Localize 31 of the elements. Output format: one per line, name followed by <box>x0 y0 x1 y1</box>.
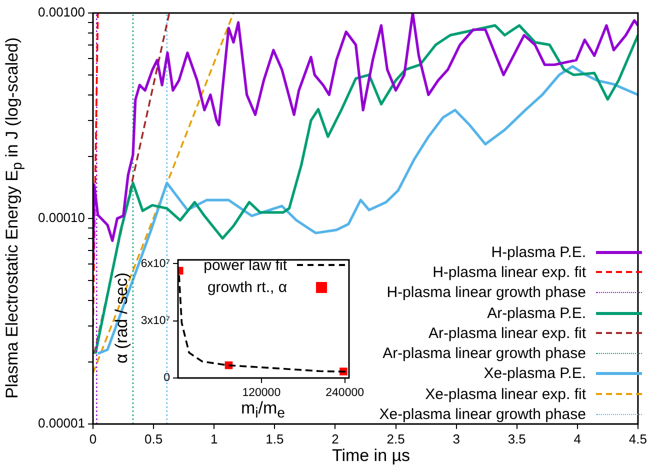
x-tick-label: 0 <box>89 431 97 446</box>
legend-label: Ar-plasma P.E. <box>487 304 586 322</box>
y-tick-label: 0.00100 <box>38 4 85 20</box>
x-tick-label: 4 <box>574 431 582 446</box>
x-tick-label: 3 <box>452 431 460 446</box>
x-tick-label: 120000 <box>242 387 281 400</box>
x-tick-label: 0.5 <box>144 431 163 446</box>
x-tick-label: 1 <box>210 431 218 446</box>
x-tick-label: 2 <box>332 431 339 446</box>
y-axis-title: α (rad / sec) <box>112 272 132 364</box>
y-tick-label: 6x10⁷ <box>140 258 170 270</box>
legend-label: Xe-plasma P.E. <box>484 365 586 382</box>
legend-label: H-plasma linear growth phase <box>386 284 586 302</box>
legend-label: Xe-plasma linear exp. fit <box>425 386 586 403</box>
x-tick-label: 4.5 <box>628 431 648 446</box>
x-axis-title: m$_{i}$/m$_{e}$ <box>240 398 286 422</box>
x-tick-label: 1.5 <box>266 431 284 446</box>
x-axis-title: Time in µs <box>332 446 410 466</box>
x-tick-label: 2.5 <box>386 431 405 446</box>
y-tick-label: 3x10⁷ <box>140 315 170 328</box>
legend-label: H-plasma linear exp. fit <box>432 264 586 281</box>
y-tick-label: 0.00001 <box>38 416 85 431</box>
legend-label: Ar-plasma linear growth phase <box>382 345 586 362</box>
legend-label: Ar-plasma linear exp. fit <box>428 324 586 342</box>
legend-label: growth rt., α <box>207 278 287 296</box>
legend-label: H-plasma P.E. <box>491 244 586 261</box>
x-tick-label: 3.5 <box>508 431 526 446</box>
y-tick-label: 0.00010 <box>38 210 85 226</box>
x-tick-label: 240000 <box>326 387 364 400</box>
y-tick-label: 0 <box>164 372 170 384</box>
legend-label: Xe-plasma linear growth phase <box>379 406 586 424</box>
